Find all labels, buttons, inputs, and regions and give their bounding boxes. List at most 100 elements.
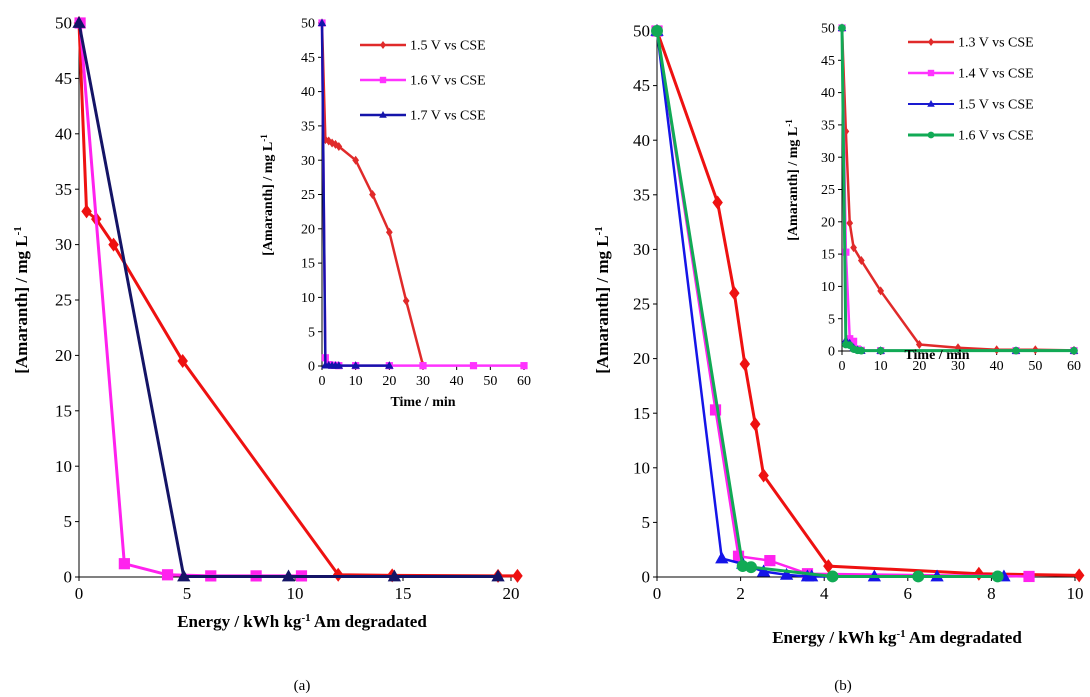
a-inset-ytick-label: 40: [301, 85, 315, 100]
b-main-xtick-label: 4: [820, 584, 829, 603]
b-main-series-0-point: [750, 417, 761, 431]
b-inset-y-axis-label: [Amaranth] / mg L-1: [784, 119, 801, 241]
b-inset-ytick-label: 10: [821, 280, 835, 295]
b-main-series-3-point: [745, 561, 757, 573]
b-main-x-axis-label-part: Am degradated: [906, 628, 1023, 647]
b-inset-ytick-label: 50: [821, 22, 835, 37]
b-inset-legend-marker: [928, 70, 934, 76]
b-inset-y-axis-label-part: -1: [784, 119, 794, 127]
b-main-series-3-point: [827, 571, 839, 583]
b-main-xtick-label: 6: [904, 584, 913, 603]
a-main-ytick-label: 50: [55, 14, 72, 33]
a-inset-xtick-label: 40: [450, 374, 464, 389]
panel-label-b: (b): [834, 678, 852, 694]
b-main-series-0-point: [729, 286, 740, 300]
b-inset-xtick-label: 10: [874, 359, 888, 374]
a-inset-xtick-label: 0: [319, 374, 326, 389]
a-main-x-axis-label: Energy / kWh kg-1 Am degradated: [177, 612, 427, 631]
a-inset-legend-label: 1.5 V vs CSE: [410, 39, 486, 54]
a-inset-xtick-label: 10: [349, 374, 363, 389]
a-inset-ytick-label: 15: [301, 257, 315, 272]
b-main-xtick-label: 10: [1067, 584, 1084, 603]
b-main-series-3-line: [657, 31, 998, 576]
a-main-ytick-label: 35: [55, 180, 72, 199]
b-inset-y-axis-label-part: [Amaranth] / mg L: [786, 127, 801, 241]
b-main-y-axis-label-part: [Amaranth] / mg L: [593, 235, 612, 373]
a-inset-legend-marker: [380, 41, 386, 49]
b-main-ytick-label: 5: [642, 513, 651, 532]
b-inset-xtick-label: 50: [1028, 359, 1042, 374]
b-inset-ytick-label: 20: [821, 215, 835, 230]
a-main-xtick-label: 20: [503, 584, 520, 603]
a-main-xtick-label: 15: [395, 584, 412, 603]
b-inset-xtick-label: 40: [990, 359, 1004, 374]
a-inset-ytick-label: 5: [308, 325, 315, 340]
a-main-series-0-line: [79, 23, 517, 576]
a-main-xtick-label: 10: [287, 584, 304, 603]
b-main-y-axis-label-part: -1: [593, 226, 605, 235]
b-main-xtick-label: 8: [987, 584, 996, 603]
panel-label-a: (a): [294, 678, 311, 694]
b-main-series-0-point: [712, 195, 723, 209]
b-main-x-axis-label-part: -1: [896, 628, 905, 640]
b-inset-legend-marker: [928, 132, 935, 139]
a-main-ytick-label: 40: [55, 124, 72, 143]
b-main-ytick-label: 10: [633, 458, 650, 477]
b-main-series-3-point: [912, 571, 924, 583]
a-main-ytick-label: 10: [55, 457, 72, 476]
b-main-ytick-label: 15: [633, 404, 650, 423]
b-main-x-axis-label-part: Energy / kWh kg: [772, 628, 897, 647]
a-main-y-axis-label: [Amaranth] / mg L-1: [12, 226, 31, 374]
a-main-x-axis-label-part: -1: [301, 612, 310, 624]
b-inset-ytick-label: 40: [821, 86, 835, 101]
b-inset-ytick-label: 45: [821, 54, 835, 69]
a-inset-xtick-label: 50: [483, 374, 497, 389]
a-inset-series-0-point: [403, 296, 410, 305]
b-main-series-3-point: [651, 25, 663, 37]
a-inset-ytick-label: 45: [301, 51, 315, 66]
b-main-ytick-label: 45: [633, 76, 650, 95]
a-inset-ytick-label: 50: [301, 17, 315, 32]
b-main-ytick-label: 0: [642, 568, 651, 587]
b-main-series-0-line: [657, 31, 1079, 575]
b-inset-legend-label: 1.6 V vs CSE: [958, 129, 1034, 144]
b-main-ytick-label: 25: [633, 295, 650, 314]
b-main-series-2-point: [715, 551, 728, 563]
a-inset-ytick-label: 10: [301, 291, 315, 306]
a-main-ytick-label: 20: [55, 346, 72, 365]
b-main-series-0-point: [740, 357, 751, 371]
a-main-series-1-line: [80, 23, 301, 576]
b-main-ytick-label: 35: [633, 185, 650, 204]
b-inset-xtick-label: 60: [1067, 359, 1081, 374]
b-main-ytick-label: 50: [633, 22, 650, 41]
a-main-ytick-label: 25: [55, 291, 72, 310]
b-main-ytick-label: 30: [633, 240, 650, 259]
b-inset-series-0-point: [846, 219, 853, 228]
a-inset-xtick-label: 20: [382, 374, 396, 389]
b-inset-series-3-point: [838, 24, 846, 32]
b-main-series-2-line: [657, 31, 1004, 576]
a-inset-ytick-label: 30: [301, 154, 315, 169]
b-inset-ytick-label: 30: [821, 151, 835, 166]
a-inset-series-1-point: [419, 362, 426, 369]
b-main-series-3-point: [992, 571, 1004, 583]
b-main-series-1-point: [764, 555, 775, 566]
b-inset-ytick-label: 25: [821, 183, 835, 198]
b-inset-x-axis-label: Time / min: [904, 348, 969, 363]
b-inset-legend-label: 1.4 V vs CSE: [958, 67, 1034, 82]
b-main-y-axis-label: [Amaranth] / mg L-1: [593, 226, 612, 374]
a-inset-series-1-point: [520, 362, 527, 369]
b-main-xtick-label: 2: [736, 584, 745, 603]
a-main-y-axis-label-part: -1: [12, 226, 24, 235]
b-main-xtick-label: 0: [653, 584, 662, 603]
a-inset-ytick-label: 25: [301, 188, 315, 203]
a-main-series-1-point: [162, 569, 173, 580]
b-inset-series-3-point: [877, 347, 885, 355]
a-main-xtick-label: 0: [75, 584, 84, 603]
b-main-x-axis-label: Energy / kWh kg-1 Am degradated: [772, 628, 1022, 647]
a-main-x-axis-label-part: Energy / kWh kg: [177, 612, 302, 631]
a-inset-xtick-label: 60: [517, 374, 531, 389]
a-inset-legend-label: 1.7 V vs CSE: [410, 109, 486, 124]
